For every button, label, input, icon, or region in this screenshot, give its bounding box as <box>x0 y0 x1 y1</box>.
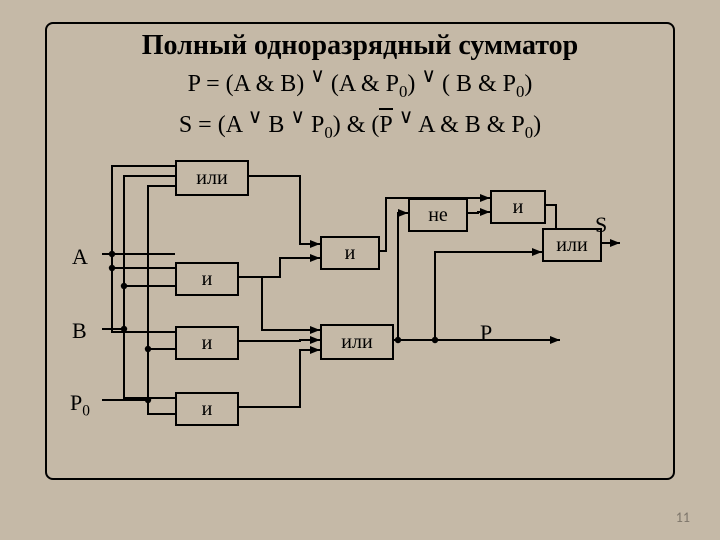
output-label-P: P <box>480 320 492 346</box>
gate-or_out: или <box>542 228 602 262</box>
slide-number: 11 <box>676 509 690 526</box>
gate-label: не <box>428 204 448 227</box>
gate-label: и <box>345 242 356 265</box>
gate-and_left2: и <box>175 326 239 360</box>
gate-and_left3: и <box>175 392 239 426</box>
gate-and_right: и <box>490 190 546 224</box>
gate-label: и <box>202 332 213 355</box>
diagram-wires <box>0 0 720 540</box>
gate-and_left1: и <box>175 262 239 296</box>
gate-or_mid: или <box>320 324 394 360</box>
input-label-A: A <box>72 244 88 270</box>
gate-label: и <box>202 268 213 291</box>
gate-label: или <box>196 167 227 190</box>
gate-label: и <box>202 398 213 421</box>
gate-not: не <box>408 198 468 232</box>
output-label-S: S <box>595 212 607 238</box>
gate-or_top: или <box>175 160 249 196</box>
input-label-P0: P0 <box>70 390 90 420</box>
gate-and_mid: и <box>320 236 380 270</box>
gate-label: или <box>556 234 587 257</box>
input-label-B: B <box>72 318 87 344</box>
gate-label: и <box>513 196 524 219</box>
gate-label: или <box>341 331 372 354</box>
